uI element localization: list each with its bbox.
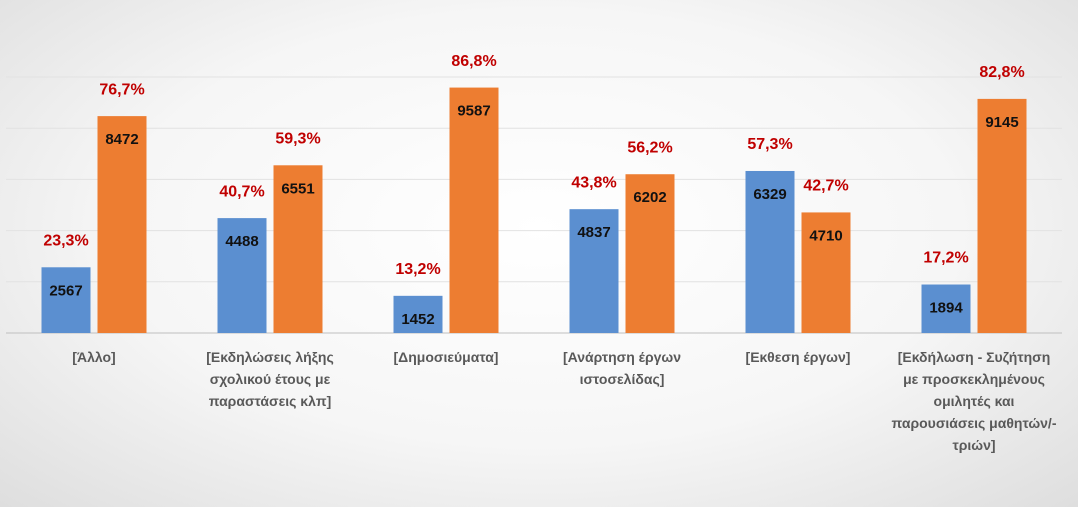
- x-tick-label: [Εκδήλωση - Συζήτηση με προσκεκλημένους …: [891, 349, 1057, 453]
- percentage-label: 76,7%: [99, 81, 144, 98]
- x-tick-label: [Άλλο]: [72, 349, 116, 365]
- percentage-label: 82,8%: [979, 64, 1024, 81]
- percentage-label: 43,8%: [571, 174, 616, 191]
- bar: [217, 218, 267, 333]
- bar: [449, 87, 499, 333]
- bar: [273, 165, 323, 333]
- percentage-label: 56,2%: [627, 139, 672, 156]
- percentage-label: 86,8%: [451, 53, 496, 70]
- value-label: 2567: [49, 282, 82, 299]
- percentage-label: 57,3%: [747, 136, 792, 153]
- value-label: 9587: [457, 103, 490, 120]
- value-label: 6551: [281, 180, 314, 197]
- value-label: 8472: [105, 131, 138, 148]
- value-label: 9145: [985, 114, 1018, 131]
- value-label: 4488: [225, 233, 258, 250]
- bar: [625, 174, 675, 333]
- value-label: 4710: [809, 227, 842, 244]
- percentage-label: 23,3%: [43, 233, 88, 250]
- percentage-label: 42,7%: [803, 178, 848, 195]
- bar: [921, 284, 971, 333]
- percentage-label: 17,2%: [923, 250, 968, 267]
- value-label: 6329: [753, 186, 786, 203]
- percentage-label: 40,7%: [219, 183, 264, 200]
- percentage-label: 59,3%: [275, 131, 320, 148]
- value-label: 1452: [401, 311, 434, 328]
- x-tick-label: [Εκδηλώσεις λήξης σχολικού έτους με παρα…: [206, 349, 334, 409]
- bar: [801, 212, 851, 333]
- x-tick-label: [Δημοσιεύματα]: [393, 349, 499, 365]
- value-label: 4837: [577, 224, 610, 241]
- bar: [569, 209, 619, 333]
- x-tick-label: [Ανάρτηση έργων ιστοσελίδας]: [562, 349, 682, 387]
- bar: [97, 116, 147, 334]
- bar: [393, 295, 443, 333]
- percentage-label: 13,2%: [395, 261, 440, 278]
- x-tick-label: [Εκθεση έργων]: [745, 349, 851, 365]
- bar: [977, 98, 1027, 333]
- bar: [745, 170, 795, 333]
- value-label: 1894: [929, 299, 963, 316]
- bar: [41, 267, 91, 333]
- value-label: 6202: [633, 189, 666, 206]
